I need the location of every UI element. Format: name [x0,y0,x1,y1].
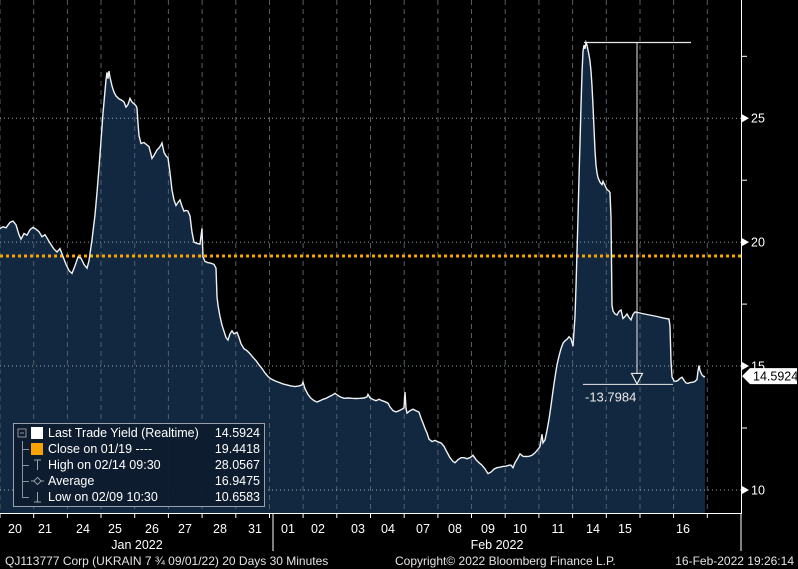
legend-value: 19.4418 [214,442,260,456]
y-tick-label: 20 [751,236,765,250]
legend-label: Close on 01/19 ---- [48,442,153,456]
y-tick-arrow-icon [742,362,749,371]
legend-collapse-toggle[interactable] [16,425,31,441]
y-tick-arrow-icon [742,238,749,247]
x-tick-label: 08 [448,522,462,536]
x-tick-label: 20 [8,522,22,536]
x-tick-label: 11 [552,522,565,536]
x-tick-label: 09 [481,522,495,536]
yield-line [0,39,706,475]
x-tick-label: 03 [351,522,365,536]
x-axis-labels: 20 21 24 25 26 27 28 31 01 02 03 04 07 08 09 10 11 14 15 16… [8,522,690,552]
average-marker-icon [31,476,44,486]
month-label: Jan 2022 [111,538,162,552]
legend-row-last-trade[interactable]: Last Trade Yield (Realtime) 14.5924 [16,425,260,441]
legend-row-close[interactable]: Close on 01/19 ---- 19.4418 [16,441,260,457]
x-tick-label: 28 [213,522,227,536]
legend-value: 16.9475 [214,474,260,488]
x-tick-label: 01 [281,522,295,536]
last-price-badge: 14.5924 [742,368,798,385]
x-tick-label: 27 [178,522,192,536]
x-tick-label: 25 [108,522,122,536]
legend-value: 14.5924 [214,426,260,440]
y-tick-arrow-icon [742,114,749,123]
y-tick-arrow-icon [742,485,749,494]
legend-label: Low on 02/09 10:30 [48,490,158,504]
collapse-minus-icon [17,428,27,438]
x-tick-label: 07 [416,522,430,536]
high-marker-icon [34,459,41,470]
x-tick-label: 04 [381,522,395,536]
legend-row-average[interactable]: Average 16.9475 [16,473,260,489]
x-tick-label: 16 [676,522,690,536]
legend-value: 28.0567 [214,458,260,472]
low-marker-icon [34,492,41,503]
last-trade-swatch-icon [31,427,43,439]
y-tick-label: 25 [751,112,765,126]
legend-row-high[interactable]: High on 02/14 09:30 28.0567 [16,457,260,473]
x-tick-label: 31 [248,522,262,536]
status-bar: QJ113777 Corp (UKRAIN 7 ¾ 09/01/22) 20 D… [0,553,798,569]
x-tick-label: 14 [586,522,600,536]
legend-value: 10.6583 [214,490,260,504]
legend-label: High on 02/14 09:30 [48,458,161,472]
legend-label: Average [48,474,95,488]
yield-area-fill [0,42,705,514]
x-tick-label: 26 [145,522,159,536]
change-measure-annotation: -13.7984 [583,41,691,404]
y-tick-label: 10 [751,483,765,497]
legend-label: Last Trade Yield (Realtime) [48,426,199,440]
chart-legend[interactable]: Last Trade Yield (Realtime) 14.5924 Clos… [13,423,265,507]
timestamp: 16-Feb-2022 19:26:14 [675,554,794,568]
x-tick-label: 21 [38,522,52,536]
month-label: Feb 2022 [471,538,524,552]
x-tick-label: 15 [618,522,632,536]
security-description: QJ113777 Corp (UKRAIN 7 ¾ 09/01/22) 20 D… [5,554,329,568]
close-swatch-icon [31,443,43,455]
x-axis-ticks [0,514,742,518]
x-tick-label: 10 [513,522,527,536]
legend-row-low[interactable]: Low on 02/09 10:30 10.6583 [16,489,260,505]
x-tick-label: 24 [76,522,90,536]
down-arrow-icon [630,372,644,386]
copyright-text: Copyright© 2022 Bloomberg Finance L.P. [395,554,616,568]
measure-change-label: -13.7984 [585,389,636,404]
x-tick-label: 02 [311,522,325,536]
last-price-value: 14.5924 [753,370,798,384]
